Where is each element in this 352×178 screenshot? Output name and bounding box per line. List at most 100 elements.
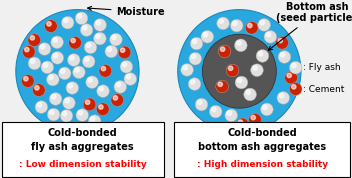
Text: : Low dimension stability: : Low dimension stability <box>19 160 146 169</box>
Ellipse shape <box>86 76 99 88</box>
Ellipse shape <box>178 10 301 133</box>
Ellipse shape <box>46 73 59 86</box>
Ellipse shape <box>237 41 241 45</box>
Ellipse shape <box>227 111 232 115</box>
Ellipse shape <box>97 85 109 97</box>
Ellipse shape <box>99 105 103 109</box>
Ellipse shape <box>88 78 92 82</box>
Ellipse shape <box>244 88 256 101</box>
Ellipse shape <box>82 55 95 68</box>
Ellipse shape <box>68 83 73 88</box>
Ellipse shape <box>225 109 238 122</box>
Ellipse shape <box>230 19 243 32</box>
Ellipse shape <box>249 113 262 126</box>
Ellipse shape <box>220 47 225 51</box>
Text: : Fly ash: : Fly ash <box>303 63 341 72</box>
Ellipse shape <box>233 21 237 26</box>
Ellipse shape <box>105 45 118 58</box>
Ellipse shape <box>21 75 34 87</box>
Ellipse shape <box>114 80 127 93</box>
Ellipse shape <box>228 66 233 70</box>
Ellipse shape <box>64 18 68 23</box>
Ellipse shape <box>53 53 58 58</box>
Ellipse shape <box>190 80 195 84</box>
Ellipse shape <box>82 26 87 30</box>
Ellipse shape <box>71 38 75 43</box>
Ellipse shape <box>43 63 48 67</box>
Ellipse shape <box>37 103 42 107</box>
Ellipse shape <box>90 117 95 121</box>
Ellipse shape <box>80 24 93 36</box>
Ellipse shape <box>51 51 64 64</box>
Ellipse shape <box>96 34 100 39</box>
Ellipse shape <box>47 108 60 121</box>
Ellipse shape <box>258 51 263 56</box>
Ellipse shape <box>260 20 264 25</box>
Ellipse shape <box>99 87 103 91</box>
Ellipse shape <box>120 48 125 52</box>
Ellipse shape <box>84 41 97 54</box>
Ellipse shape <box>35 101 48 113</box>
Ellipse shape <box>66 82 78 94</box>
Ellipse shape <box>101 66 106 71</box>
Ellipse shape <box>237 78 242 82</box>
Ellipse shape <box>203 32 208 37</box>
Ellipse shape <box>193 39 197 44</box>
Ellipse shape <box>253 66 257 70</box>
Ellipse shape <box>24 77 28 81</box>
Ellipse shape <box>289 61 302 74</box>
Ellipse shape <box>25 47 29 52</box>
Ellipse shape <box>218 82 222 87</box>
Ellipse shape <box>94 32 106 45</box>
Ellipse shape <box>62 111 67 116</box>
Ellipse shape <box>112 35 116 40</box>
Ellipse shape <box>94 19 106 31</box>
Ellipse shape <box>258 19 270 31</box>
Ellipse shape <box>209 105 222 118</box>
Ellipse shape <box>107 47 112 51</box>
Ellipse shape <box>84 57 89 61</box>
Ellipse shape <box>69 36 81 49</box>
Ellipse shape <box>183 66 187 70</box>
Ellipse shape <box>78 111 83 115</box>
Ellipse shape <box>38 43 51 55</box>
Ellipse shape <box>278 38 282 43</box>
Ellipse shape <box>291 85 296 89</box>
Ellipse shape <box>53 38 57 42</box>
Ellipse shape <box>201 30 214 43</box>
Ellipse shape <box>291 63 296 68</box>
Ellipse shape <box>49 75 53 80</box>
Ellipse shape <box>116 82 121 87</box>
Ellipse shape <box>28 57 41 70</box>
Ellipse shape <box>83 98 96 111</box>
Ellipse shape <box>264 30 277 43</box>
Ellipse shape <box>47 22 51 26</box>
Ellipse shape <box>190 37 203 50</box>
Ellipse shape <box>120 60 133 73</box>
Text: fly ash aggregates: fly ash aggregates <box>31 142 134 152</box>
Ellipse shape <box>86 43 91 47</box>
Ellipse shape <box>256 49 269 62</box>
Ellipse shape <box>109 33 122 46</box>
Ellipse shape <box>75 68 79 72</box>
Ellipse shape <box>126 75 131 79</box>
Text: Cold-bonded: Cold-bonded <box>227 129 297 138</box>
Ellipse shape <box>76 109 89 121</box>
Ellipse shape <box>65 98 69 103</box>
Ellipse shape <box>118 46 131 59</box>
Ellipse shape <box>41 61 54 74</box>
Ellipse shape <box>251 64 263 77</box>
Ellipse shape <box>226 64 239 77</box>
Ellipse shape <box>96 20 100 25</box>
Ellipse shape <box>247 23 252 28</box>
Text: : High dimension stability: : High dimension stability <box>197 160 328 169</box>
Ellipse shape <box>236 118 249 131</box>
Ellipse shape <box>88 115 101 127</box>
Ellipse shape <box>218 45 231 58</box>
Ellipse shape <box>77 14 82 18</box>
Ellipse shape <box>96 103 109 116</box>
Ellipse shape <box>278 51 291 63</box>
Ellipse shape <box>289 83 302 95</box>
Text: bottom ash aggregates: bottom ash aggregates <box>198 142 326 152</box>
Ellipse shape <box>23 46 35 58</box>
